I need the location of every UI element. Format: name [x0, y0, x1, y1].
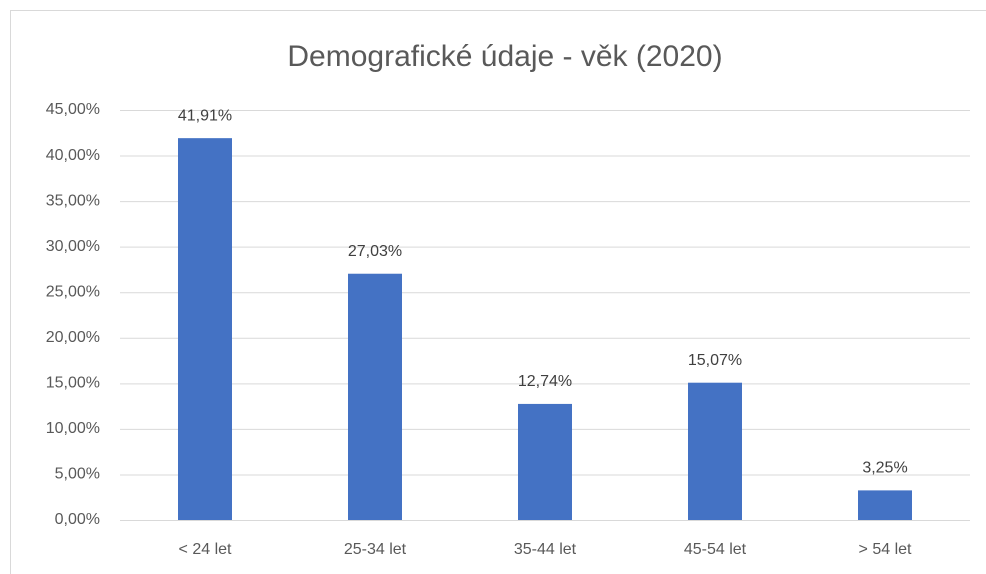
y-tick-label: 10,00%: [46, 420, 100, 437]
data-label: 27,03%: [348, 243, 402, 260]
data-label: 3,25%: [862, 460, 907, 477]
bar: [688, 382, 742, 520]
x-tick-label: < 24 let: [179, 541, 232, 558]
x-tick-label: 25-34 let: [344, 541, 407, 558]
y-tick-label: 15,00%: [46, 375, 100, 392]
y-tick-label: 5,00%: [55, 466, 100, 483]
y-tick-label: 40,00%: [46, 147, 100, 164]
chart-title: Demografické údaje - věk (2020): [287, 40, 722, 73]
y-tick-label: 35,00%: [46, 192, 100, 209]
y-tick-label: 20,00%: [46, 329, 100, 346]
data-label: 12,74%: [518, 373, 572, 390]
y-tick-label: 30,00%: [46, 238, 100, 255]
y-tick-label: 25,00%: [46, 283, 100, 300]
y-tick-label: 45,00%: [46, 101, 100, 118]
x-tick-label: 35-44 let: [514, 541, 577, 558]
x-tick-label: 45-54 let: [684, 541, 747, 558]
y-tick-label: 0,00%: [55, 511, 100, 528]
data-label: 41,91%: [178, 107, 232, 124]
x-tick-label: > 54 let: [859, 541, 912, 558]
bar: [858, 490, 912, 520]
bar: [348, 273, 402, 520]
bar: [518, 403, 572, 520]
data-label: 15,07%: [688, 352, 742, 369]
bar: [178, 138, 232, 521]
